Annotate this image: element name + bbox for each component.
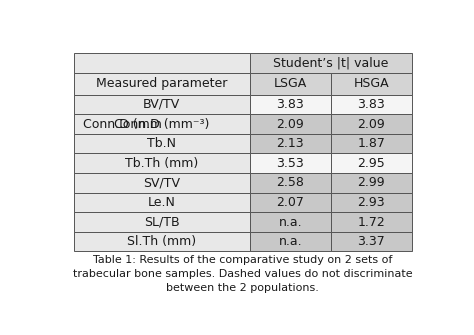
Bar [74, 94, 250, 114]
Bar [74, 134, 250, 153]
Text: Le.N: Le.N [148, 196, 176, 209]
Text: BV/TV: BV/TV [143, 98, 181, 111]
Text: HSGA: HSGA [354, 77, 389, 90]
Bar [250, 73, 331, 94]
Bar [74, 232, 250, 252]
Text: 3.53: 3.53 [276, 157, 304, 170]
Text: 3.37: 3.37 [357, 235, 385, 248]
Text: 1.87: 1.87 [357, 137, 385, 150]
Bar [250, 193, 331, 212]
Text: Measured parameter: Measured parameter [96, 77, 228, 90]
Bar [250, 114, 331, 134]
Bar [74, 53, 250, 73]
Text: 2.99: 2.99 [357, 176, 385, 189]
Bar [331, 212, 412, 232]
Text: 2.09: 2.09 [276, 118, 304, 131]
Bar [74, 73, 250, 94]
Text: 3.83: 3.83 [357, 98, 385, 111]
Text: LSGA: LSGA [273, 77, 307, 90]
Bar [331, 114, 412, 134]
Bar [74, 114, 250, 134]
Bar [250, 153, 331, 173]
Bar [74, 212, 250, 232]
Text: 3.83: 3.83 [276, 98, 304, 111]
Text: n.a.: n.a. [278, 235, 302, 248]
Text: n.a.: n.a. [278, 215, 302, 228]
Bar [74, 153, 250, 173]
Text: 2.95: 2.95 [357, 157, 385, 170]
Text: Tb.N: Tb.N [147, 137, 176, 150]
Text: Conn.D (mm⁻³): Conn.D (mm⁻³) [114, 118, 210, 131]
Bar [250, 173, 331, 193]
Bar [250, 94, 331, 114]
Bar [331, 173, 412, 193]
Text: Sl.Th (mm): Sl.Th (mm) [127, 235, 196, 248]
Text: Conn.D (mm: Conn.D (mm [83, 118, 162, 131]
Bar [331, 73, 412, 94]
Text: Student’s |t| value: Student’s |t| value [273, 56, 389, 69]
Text: SV/TV: SV/TV [143, 176, 180, 189]
Bar [250, 134, 331, 153]
Text: 2.07: 2.07 [276, 196, 304, 209]
Bar [331, 193, 412, 212]
Bar [250, 53, 412, 73]
Text: between the 2 populations.: between the 2 populations. [166, 283, 319, 293]
Text: Tb.Th (mm): Tb.Th (mm) [125, 157, 199, 170]
Text: 2.58: 2.58 [276, 176, 304, 189]
Bar [74, 173, 250, 193]
Bar [250, 232, 331, 252]
Text: trabecular bone samples. Dashed values do not discriminate: trabecular bone samples. Dashed values d… [73, 269, 413, 279]
Text: Table 1: Results of the comparative study on 2 sets of: Table 1: Results of the comparative stud… [93, 255, 392, 265]
Bar [331, 232, 412, 252]
Text: 2.13: 2.13 [276, 137, 304, 150]
Text: 2.09: 2.09 [357, 118, 385, 131]
Bar [331, 134, 412, 153]
Bar [331, 94, 412, 114]
Bar [250, 212, 331, 232]
Text: SL/TB: SL/TB [144, 215, 180, 228]
Bar [74, 193, 250, 212]
Bar [331, 153, 412, 173]
Text: 1.72: 1.72 [357, 215, 385, 228]
Text: 2.93: 2.93 [357, 196, 385, 209]
